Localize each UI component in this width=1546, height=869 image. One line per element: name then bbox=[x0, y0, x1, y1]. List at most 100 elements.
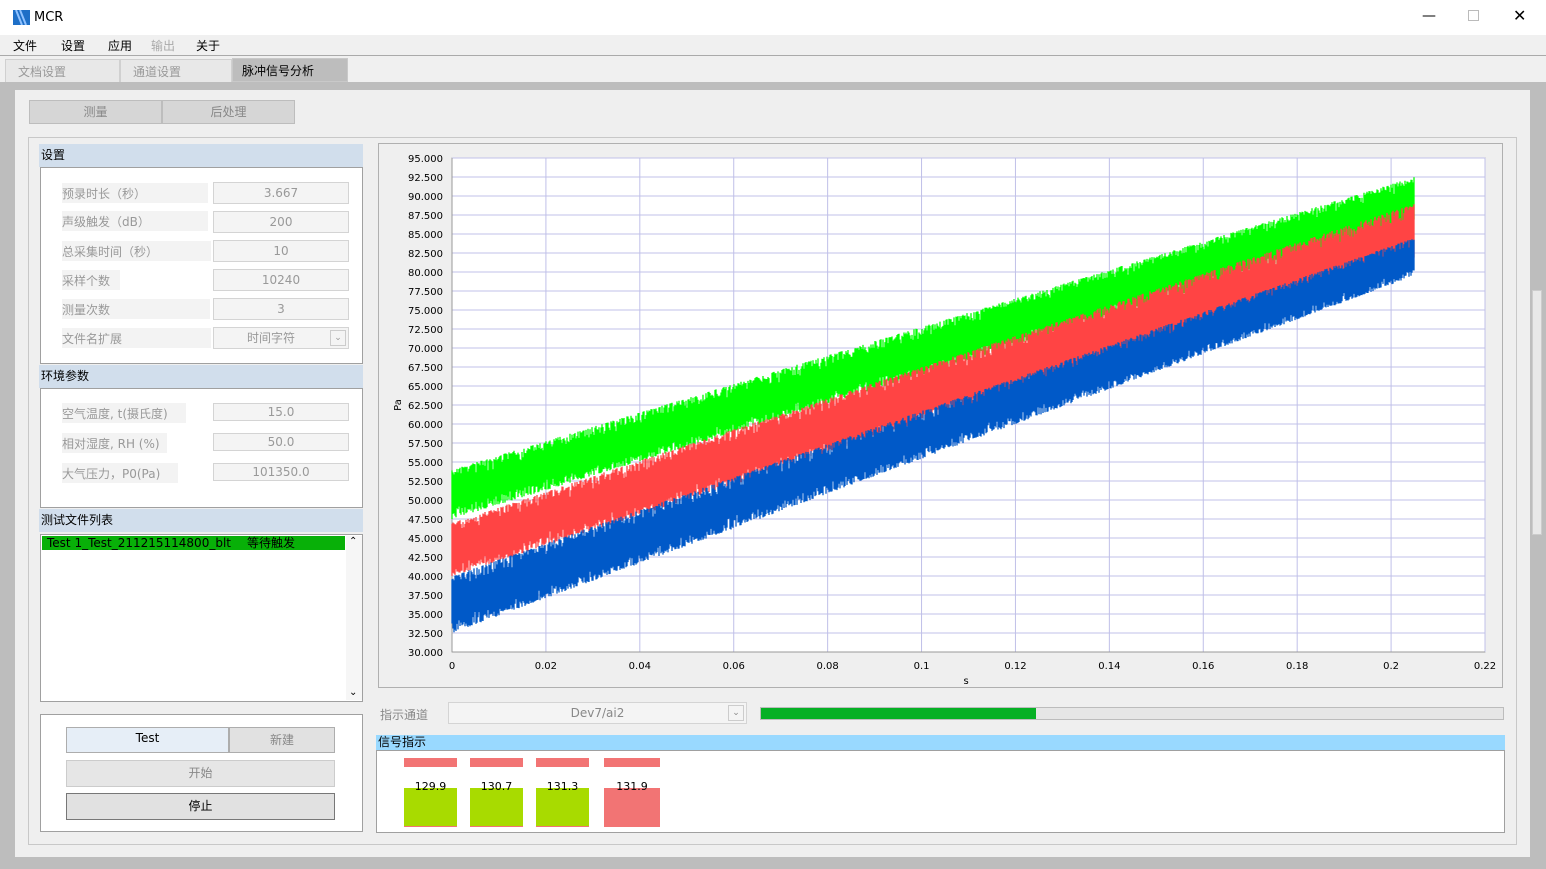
file-name: Test 1_Test_211215114800_blt bbox=[47, 536, 231, 550]
pressure-input[interactable]: 101350.0 bbox=[213, 463, 349, 481]
channel-label: 指示通道 bbox=[380, 708, 429, 722]
y-tick-label: 45.000 bbox=[408, 534, 443, 545]
settings-label: 测量次数 bbox=[62, 299, 210, 319]
file-list-item[interactable]: Test 1_Test_211215114800_blt 等待触发 bbox=[42, 536, 345, 550]
menu-output: 输出 bbox=[151, 39, 176, 53]
subtab-postprocess[interactable]: 后处理 bbox=[162, 100, 295, 124]
channel-value: Dev7/ai2 bbox=[570, 706, 625, 720]
y-tick-label: 70.000 bbox=[408, 344, 443, 355]
y-tick-label: 47.500 bbox=[408, 515, 443, 526]
x-tick-label: 0.2 bbox=[1383, 661, 1399, 672]
tab-document-settings[interactable]: 文档设置 bbox=[5, 59, 120, 83]
indicator-level-bar bbox=[536, 788, 589, 827]
menu-settings[interactable]: 设置 bbox=[61, 39, 86, 53]
pressure-chart: 0 0.02 0.04 0.06 0.08 0.1 0.12 0.14 0.16 0.18 0.2 0… bbox=[393, 154, 1496, 687]
env-header: 环境参数 bbox=[39, 365, 363, 388]
y-axis-label: Pa bbox=[393, 399, 404, 411]
indicator-value: 130.7 bbox=[480, 780, 513, 793]
indicator-value: 129.9 bbox=[414, 780, 447, 793]
env-label: 大气压力，P0(Pa) bbox=[62, 463, 178, 483]
stop-button[interactable]: 停止 bbox=[66, 793, 335, 820]
x-tick-label: 0.08 bbox=[817, 661, 839, 672]
y-tick-label: 95.000 bbox=[408, 154, 443, 165]
indicator-level-bar bbox=[604, 788, 660, 827]
scroll-down-icon[interactable]: ⌄ bbox=[349, 687, 358, 698]
sample-count-input[interactable]: 10240 bbox=[213, 269, 349, 291]
y-tick-label: 40.000 bbox=[408, 572, 443, 583]
y-tick-label: 67.500 bbox=[408, 363, 443, 374]
y-tick-label: 82.500 bbox=[408, 249, 443, 260]
settings-header: 设置 bbox=[39, 144, 363, 167]
tab-channel-settings[interactable]: 通道设置 bbox=[120, 59, 232, 83]
measure-count-input[interactable]: 3 bbox=[213, 298, 349, 320]
y-tick-label: 32.500 bbox=[408, 629, 443, 640]
y-tick-label: 52.500 bbox=[408, 477, 443, 488]
x-tick-label: 0.16 bbox=[1192, 661, 1214, 672]
humidity-input[interactable]: 50.0 bbox=[213, 433, 349, 451]
y-tick-label: 65.000 bbox=[408, 382, 443, 393]
y-tick-label: 90.000 bbox=[408, 192, 443, 203]
x-tick-label: 0 bbox=[449, 661, 455, 672]
y-tick-label: 92.500 bbox=[408, 173, 443, 184]
total-time-input[interactable]: 10 bbox=[213, 240, 349, 262]
pretrigger-duration-input[interactable]: 3.667 bbox=[213, 182, 349, 204]
close-icon[interactable]: ✕ bbox=[1513, 6, 1527, 25]
x-tick-label: 0.02 bbox=[535, 661, 557, 672]
test-button[interactable]: Test bbox=[66, 727, 229, 753]
y-tick-label: 87.500 bbox=[408, 211, 443, 222]
file-list-header: 测试文件列表 bbox=[39, 509, 363, 532]
indicator-peak-bar bbox=[536, 758, 589, 767]
indicator-level-bar bbox=[404, 788, 457, 827]
chevron-down-icon[interactable]: ⌄ bbox=[330, 330, 346, 346]
y-tick-label: 57.500 bbox=[408, 439, 443, 450]
chart-panel: 0 0.02 0.04 0.06 0.08 0.1 0.12 0.14 0.16 0.18 0.2 0… bbox=[378, 143, 1503, 688]
y-tick-label: 60.000 bbox=[408, 420, 443, 431]
x-tick-label: 0.12 bbox=[1004, 661, 1026, 672]
menu-bar: 文件 设置 应用 输出 关于 bbox=[0, 35, 1546, 55]
indicator-peak-bar bbox=[470, 758, 523, 767]
x-tick-label: 0.18 bbox=[1286, 661, 1308, 672]
channel-select[interactable]: Dev7/ai2 ⌄ bbox=[448, 702, 747, 724]
indicator-value: 131.3 bbox=[546, 780, 579, 793]
y-tick-label: 55.000 bbox=[408, 458, 443, 469]
indicator-value: 131.9 bbox=[616, 780, 648, 793]
y-tick-label: 80.000 bbox=[408, 268, 443, 279]
data-series-0 bbox=[451, 177, 1415, 519]
signal-progress-bar bbox=[760, 707, 1504, 720]
settings-label: 预录时长（秒） bbox=[62, 183, 208, 203]
air-temperature-input[interactable]: 15.0 bbox=[213, 403, 349, 421]
minimize-icon[interactable]: — bbox=[1422, 8, 1436, 24]
menu-about[interactable]: 关于 bbox=[196, 39, 221, 53]
y-tick-label: 30.000 bbox=[408, 648, 443, 659]
menu-file[interactable]: 文件 bbox=[13, 39, 38, 53]
new-button[interactable]: 新建 bbox=[229, 727, 335, 753]
tab-bar: 文档设置 通道设置 脉冲信号分析 bbox=[0, 55, 1546, 83]
menu-apply[interactable]: 应用 bbox=[108, 39, 133, 53]
progress-fill bbox=[761, 708, 1036, 719]
x-tick-label: 0.22 bbox=[1474, 661, 1496, 672]
y-tick-label: 85.000 bbox=[408, 230, 443, 241]
y-tick-label: 62.500 bbox=[408, 401, 443, 412]
data-series-2 bbox=[451, 239, 1415, 633]
scroll-up-icon[interactable]: ⌃ bbox=[349, 536, 358, 547]
maximize-icon[interactable] bbox=[1468, 10, 1479, 21]
settings-label: 声级触发（dB） bbox=[62, 211, 208, 231]
settings-label: 文件名扩展 bbox=[62, 328, 211, 348]
settings-label: 总采集时间（秒） bbox=[62, 241, 211, 261]
chevron-down-icon[interactable]: ⌄ bbox=[728, 705, 744, 721]
file-list-scrollbar[interactable]: ⌃ ⌄ bbox=[346, 536, 362, 700]
start-button[interactable]: 开始 bbox=[66, 760, 335, 787]
level-trigger-input[interactable]: 200 bbox=[213, 211, 349, 233]
right-splitter[interactable] bbox=[1532, 290, 1542, 535]
signal-header: 信号指示 bbox=[376, 735, 1505, 750]
settings-label: 采样个数 bbox=[62, 270, 120, 290]
env-label: 相对湿度, RH (%) bbox=[62, 433, 167, 453]
y-tick-label: 75.000 bbox=[408, 306, 443, 317]
y-tick-label: 42.500 bbox=[408, 553, 443, 564]
indicator-level-bar bbox=[470, 788, 523, 827]
indicator-peak-bar bbox=[404, 758, 457, 767]
y-tick-label: 72.500 bbox=[408, 325, 443, 336]
filename-extension-select[interactable]: 时间字符 ⌄ bbox=[213, 327, 349, 349]
tab-pulse-analysis[interactable]: 脉冲信号分析 bbox=[232, 58, 348, 82]
subtab-measure[interactable]: 测量 bbox=[29, 100, 162, 124]
